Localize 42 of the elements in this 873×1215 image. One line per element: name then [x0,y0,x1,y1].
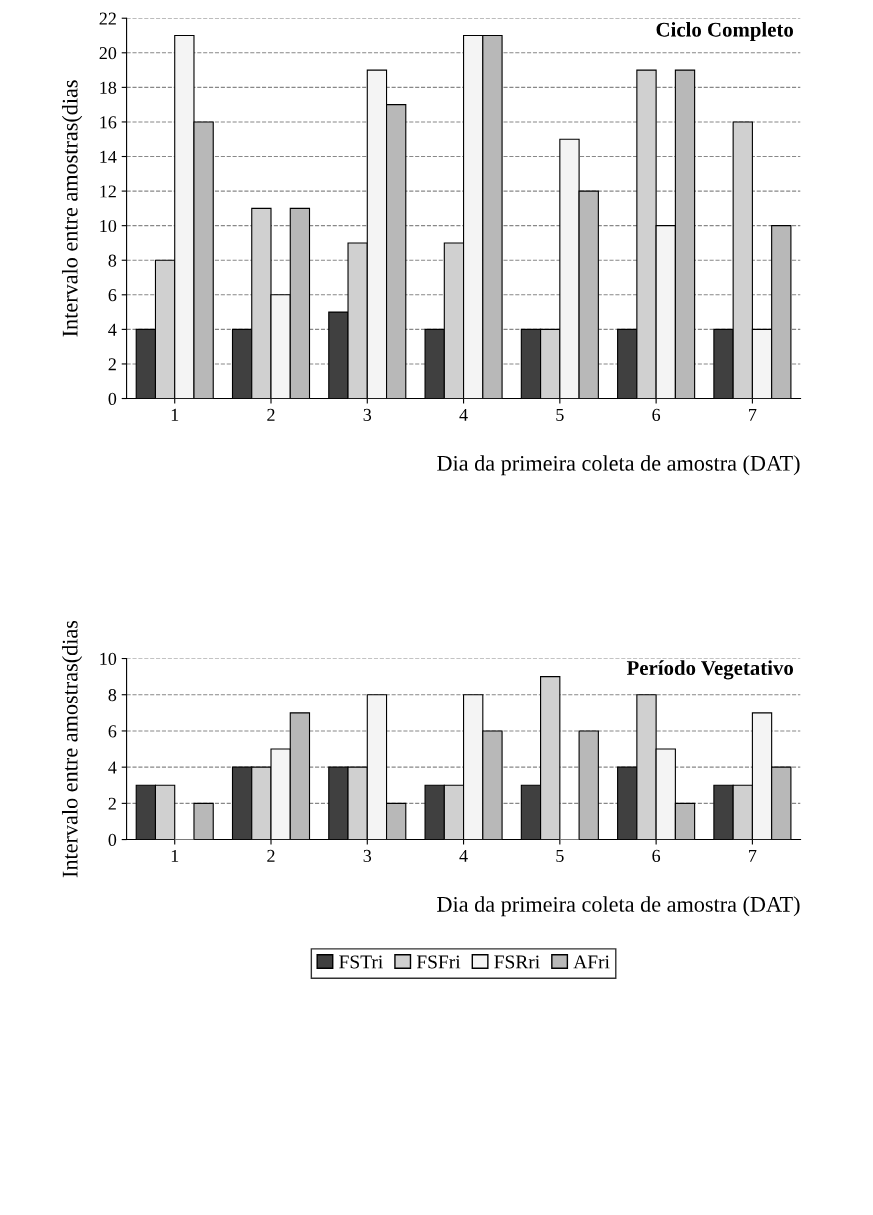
x-tick-label: 5 [556,849,564,862]
x-tick-label: 7 [749,408,757,421]
x-axis-title: Dia da primeira coleta de amostra (DAT) [437,896,800,917]
x-tick-label: 6 [652,408,661,421]
x-tick-label: 6 [652,849,661,862]
x-tick-label: 1 [171,408,179,421]
y-tick-label: 20 [99,47,117,60]
x-tick-label: 3 [363,408,372,421]
chart-title: Período Vegetativo [626,660,794,680]
y-tick-label: 10 [100,219,117,233]
y-tick-label: 16 [100,116,117,129]
x-tick-label: 4 [459,849,468,862]
legend-label: FSRri [494,955,540,969]
legend-label: FSFri [416,955,461,969]
x-tick-label: 2 [267,408,275,421]
x-tick-label: 2 [267,849,275,862]
x-tick-label: 4 [459,408,468,421]
y-tick-label: 4 [108,761,117,774]
y-tick-label: 6 [108,725,117,738]
x-tick-label: 5 [556,408,564,421]
y-tick-label: 4 [108,323,117,336]
legend-label: FSTri [339,955,383,969]
y-tick-label: 0 [108,833,117,847]
x-axis-title: Dia da primeira coleta de amostra (DAT) [437,455,800,476]
y-axis-title: Intervalo entre amostras(dias [61,620,83,878]
y-tick-label: 10 [100,652,117,665]
x-tick-label: 1 [171,849,179,862]
y-tick-label: 2 [108,797,116,810]
y-tick-label: 0 [108,392,117,405]
y-axis-title: Intervalo entre amostras(dias [61,80,83,337]
y-tick-label: 18 [100,81,117,94]
y-tick-label: 2 [108,358,116,371]
legend-label: AFri [573,955,610,969]
y-tick-label: 8 [108,254,117,267]
y-tick-label: 22 [99,12,116,25]
y-tick-label: 14 [100,150,117,163]
y-tick-label: 12 [100,185,116,198]
x-tick-label: 3 [363,849,372,862]
y-tick-label: 6 [108,289,117,302]
chart-title: Ciclo Completo [656,22,794,41]
x-tick-label: 7 [749,849,757,862]
y-tick-label: 8 [108,688,117,702]
